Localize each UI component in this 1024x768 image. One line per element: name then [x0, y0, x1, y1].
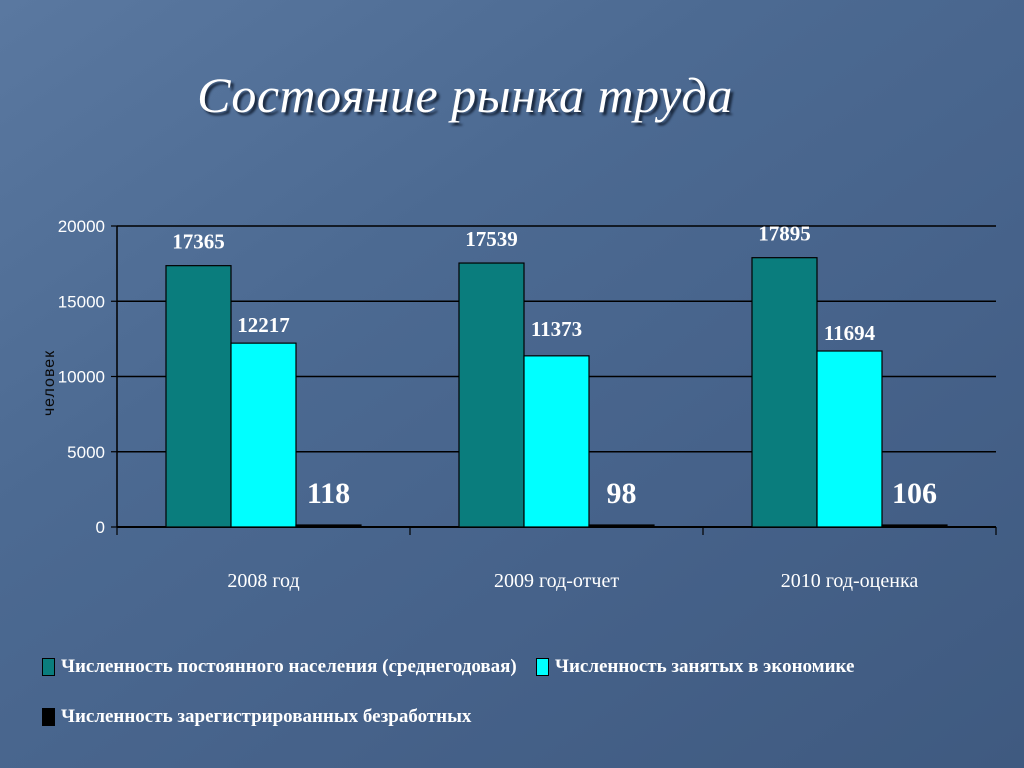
- bar-unemployed: [881, 524, 948, 528]
- bar-employed: [816, 350, 883, 528]
- legend-swatch-employed: [536, 658, 549, 676]
- y-tick-labels: 0 5000 10000 15000 20000: [58, 217, 105, 537]
- bar-unemployed: [295, 524, 362, 528]
- data-label-population: 17895: [758, 222, 811, 246]
- legend-swatch-population: [42, 658, 55, 676]
- y-tick-label: 5000: [67, 443, 105, 462]
- x-category-label: 2010 год-оценка: [781, 570, 919, 592]
- data-labels: 17365 12217 118 17539 11373 98 17895 11694 106: [172, 222, 937, 510]
- y-tick-label: 20000: [58, 217, 105, 236]
- data-label-employed: 12217: [237, 313, 290, 337]
- bars: [165, 257, 948, 528]
- y-axis-label: человек: [41, 350, 58, 416]
- category-labels: 2008 год 2009 год-отчет 2010 год-оценка: [227, 570, 918, 592]
- legend-swatch-unemployed: [42, 708, 55, 726]
- data-label-unemployed: 98: [607, 477, 637, 510]
- slide-title: Состояние рынка труда: [197, 67, 733, 123]
- data-label-employed: 11694: [824, 321, 876, 345]
- x-category-label: 2008 год: [227, 570, 299, 592]
- bar-employed: [230, 342, 297, 528]
- legend-label-population: Численность постоянного населения (средн…: [61, 656, 517, 677]
- data-label-unemployed: 106: [892, 477, 937, 510]
- legend-label-employed: Численность занятых в экономике: [555, 656, 855, 677]
- bar-employed: [523, 355, 590, 528]
- legend-item-unemployed: Численность зарегистрированных безработн…: [42, 706, 471, 728]
- y-tick-label: 0: [96, 518, 105, 537]
- y-tick-label: 15000: [58, 292, 105, 311]
- data-label-unemployed: 118: [307, 477, 350, 510]
- bar-unemployed: [588, 524, 655, 528]
- data-label-employed: 11373: [531, 317, 582, 341]
- bar-population: [458, 262, 525, 528]
- bar-population: [751, 257, 818, 528]
- data-label-population: 17539: [465, 227, 518, 251]
- legend-item-employed: Численность занятых в экономике: [536, 656, 854, 678]
- bar-population: [165, 265, 232, 528]
- legend-item-population: Численность постоянного населения (средн…: [42, 656, 517, 678]
- y-tick-label: 10000: [58, 368, 105, 387]
- x-category-label: 2009 год-отчет: [494, 570, 619, 592]
- data-label-population: 17365: [172, 230, 225, 254]
- legend-label-unemployed: Численность зарегистрированных безработн…: [61, 706, 472, 727]
